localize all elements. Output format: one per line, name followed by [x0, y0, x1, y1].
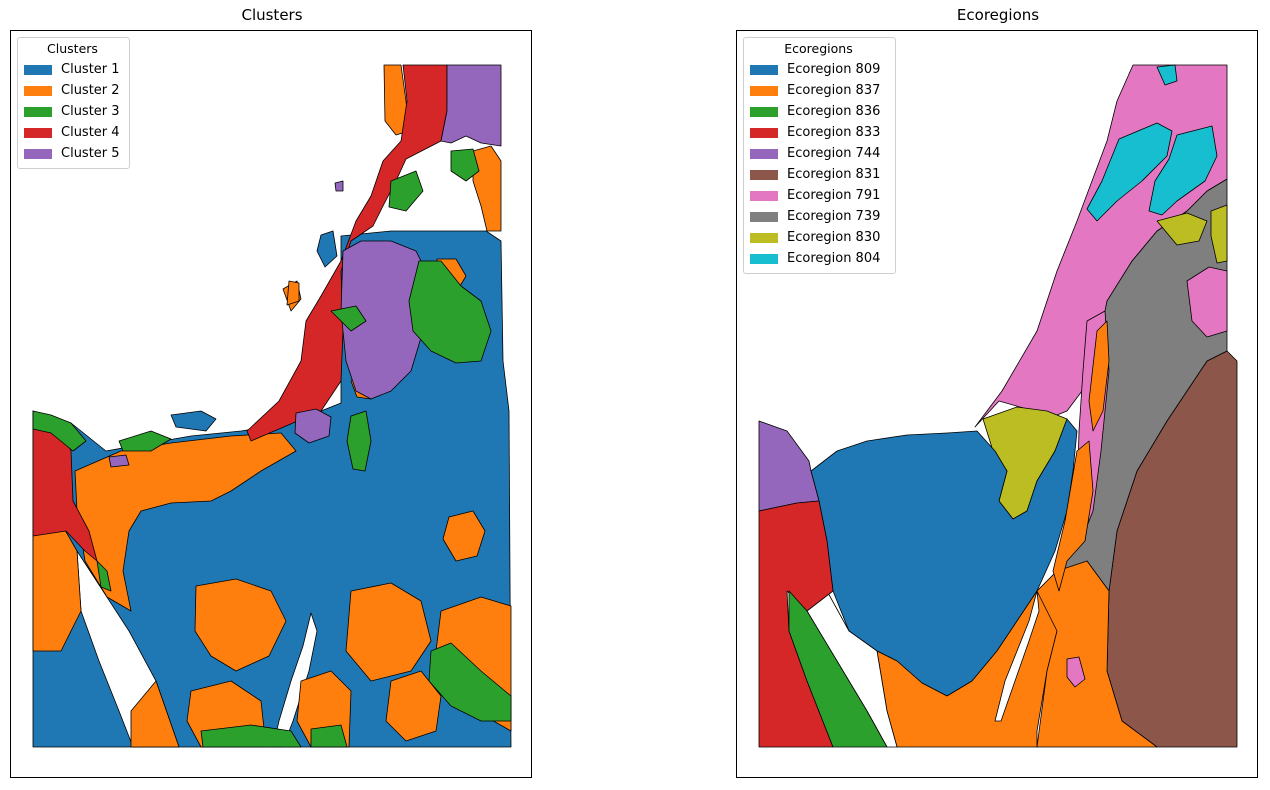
legend-label: Cluster 5 — [61, 146, 120, 161]
legend-swatch — [24, 106, 52, 117]
legend-item-ecoregion-830: Ecoregion 830 — [750, 227, 887, 248]
ecoregion-836-region — [788, 590, 888, 748]
legend-item-cluster-1: Cluster 1 — [24, 59, 121, 80]
ecoregions-map-axes: Ecoregions Ecoregion 809 Ecoregion 837 E… — [736, 30, 1258, 778]
legend-label: Ecoregion 833 — [787, 125, 881, 140]
legend-swatch — [24, 148, 52, 159]
legend-item-cluster-4: Cluster 4 — [24, 122, 121, 143]
legend-swatch — [750, 64, 778, 75]
ecoregion-830-region — [1156, 212, 1208, 246]
ecoregion-804-region — [1086, 122, 1173, 222]
legend-item-ecoregion-791: Ecoregion 791 — [750, 185, 887, 206]
cluster-1-island — [316, 230, 338, 268]
ecoregions-map-title: Ecoregions — [956, 6, 1040, 24]
cluster-3-region — [408, 260, 492, 364]
legend-label: Ecoregion 837 — [787, 83, 881, 98]
legend-item-ecoregion-837: Ecoregion 837 — [750, 80, 887, 101]
cluster-1-island — [170, 410, 217, 432]
cluster-5-region — [340, 240, 432, 400]
cluster-2-region — [194, 578, 287, 672]
ecoregion-744-region — [758, 420, 820, 512]
ecoregion-830-region — [1210, 204, 1228, 264]
cluster-2-region — [74, 432, 297, 612]
legend-swatch — [24, 127, 52, 138]
legend-swatch — [750, 211, 778, 222]
ecoregions-legend: Ecoregions Ecoregion 809 Ecoregion 837 E… — [743, 37, 896, 274]
legend-item-ecoregion-739: Ecoregion 739 — [750, 206, 887, 227]
ecoregion-837-region — [1036, 560, 1158, 748]
legend-label: Ecoregion 804 — [787, 251, 881, 266]
cluster-3-region — [32, 410, 87, 452]
ecoregion-804-region — [1148, 125, 1218, 216]
cluster-2-island — [286, 280, 300, 306]
legend-swatch — [24, 85, 52, 96]
cluster-5-region — [108, 454, 130, 468]
legend-swatch — [750, 169, 778, 180]
legend-item-ecoregion-744: Ecoregion 744 — [750, 143, 887, 164]
legend-item-cluster-2: Cluster 2 — [24, 80, 121, 101]
ecoregion-791-region — [1186, 266, 1228, 338]
sea-gap — [994, 590, 1040, 722]
cluster-2-region — [345, 582, 432, 682]
legend-item-cluster-3: Cluster 3 — [24, 101, 121, 122]
legend-label: Ecoregion 830 — [787, 230, 881, 245]
legend-item-ecoregion-831: Ecoregion 831 — [750, 164, 887, 185]
legend-swatch — [24, 64, 52, 75]
legend-item-ecoregion-836: Ecoregion 836 — [750, 101, 887, 122]
cluster-2-region — [130, 680, 180, 748]
cluster-5-region — [440, 64, 502, 147]
cluster-3-region — [346, 410, 372, 472]
cluster-3-region — [428, 642, 512, 722]
ecoregion-837-region — [1088, 320, 1110, 432]
legend-swatch — [750, 106, 778, 117]
cluster-5-island — [334, 180, 344, 192]
legend-item-ecoregion-833: Ecoregion 833 — [750, 122, 887, 143]
cluster-3-region — [310, 724, 348, 748]
cluster-5-region — [294, 408, 332, 444]
legend-item-cluster-5: Cluster 5 — [24, 143, 121, 164]
cluster-3-region — [388, 170, 424, 212]
legend-label: Cluster 2 — [61, 83, 120, 98]
cluster-2-region — [385, 670, 442, 742]
ecoregion-837-region — [1052, 440, 1094, 592]
clusters-legend-title: Clusters — [47, 41, 98, 56]
cluster-3-region — [330, 305, 367, 332]
legend-label: Ecoregion 744 — [787, 146, 881, 161]
legend-label: Ecoregion 836 — [787, 104, 881, 119]
cluster-3-region — [450, 148, 480, 182]
cluster-3-region — [200, 724, 302, 748]
legend-label: Cluster 1 — [61, 62, 120, 77]
legend-label: Cluster 4 — [61, 125, 120, 140]
cluster-2-region — [442, 510, 486, 562]
legend-swatch — [750, 253, 778, 264]
cluster-3-region — [118, 430, 172, 452]
legend-swatch — [750, 127, 778, 138]
cluster-2-region — [472, 145, 502, 232]
legend-swatch — [750, 85, 778, 96]
ecoregions-legend-title: Ecoregions — [784, 41, 853, 56]
legend-label: Ecoregion 809 — [787, 62, 881, 77]
cluster-3-region — [96, 560, 112, 592]
ecoregions-map — [758, 64, 1238, 748]
clusters-legend: Clusters Cluster 1 Cluster 2 Cluster 3 C… — [17, 37, 130, 169]
legend-item-ecoregion-804: Ecoregion 804 — [750, 248, 887, 269]
clusters-map — [32, 64, 512, 748]
clusters-map-title: Clusters — [241, 6, 303, 24]
legend-label: Ecoregion 739 — [787, 209, 881, 224]
legend-swatch — [750, 232, 778, 243]
legend-item-ecoregion-809: Ecoregion 809 — [750, 59, 887, 80]
legend-label: Ecoregion 831 — [787, 167, 881, 182]
legend-label: Ecoregion 791 — [787, 188, 881, 203]
ecoregion-804-region — [1156, 64, 1178, 86]
ecoregion-791-patch — [1066, 656, 1086, 688]
clusters-map-axes: Clusters Cluster 1 Cluster 2 Cluster 3 C… — [10, 30, 532, 778]
legend-label: Cluster 3 — [61, 104, 120, 119]
legend-swatch — [750, 148, 778, 159]
legend-swatch — [750, 190, 778, 201]
